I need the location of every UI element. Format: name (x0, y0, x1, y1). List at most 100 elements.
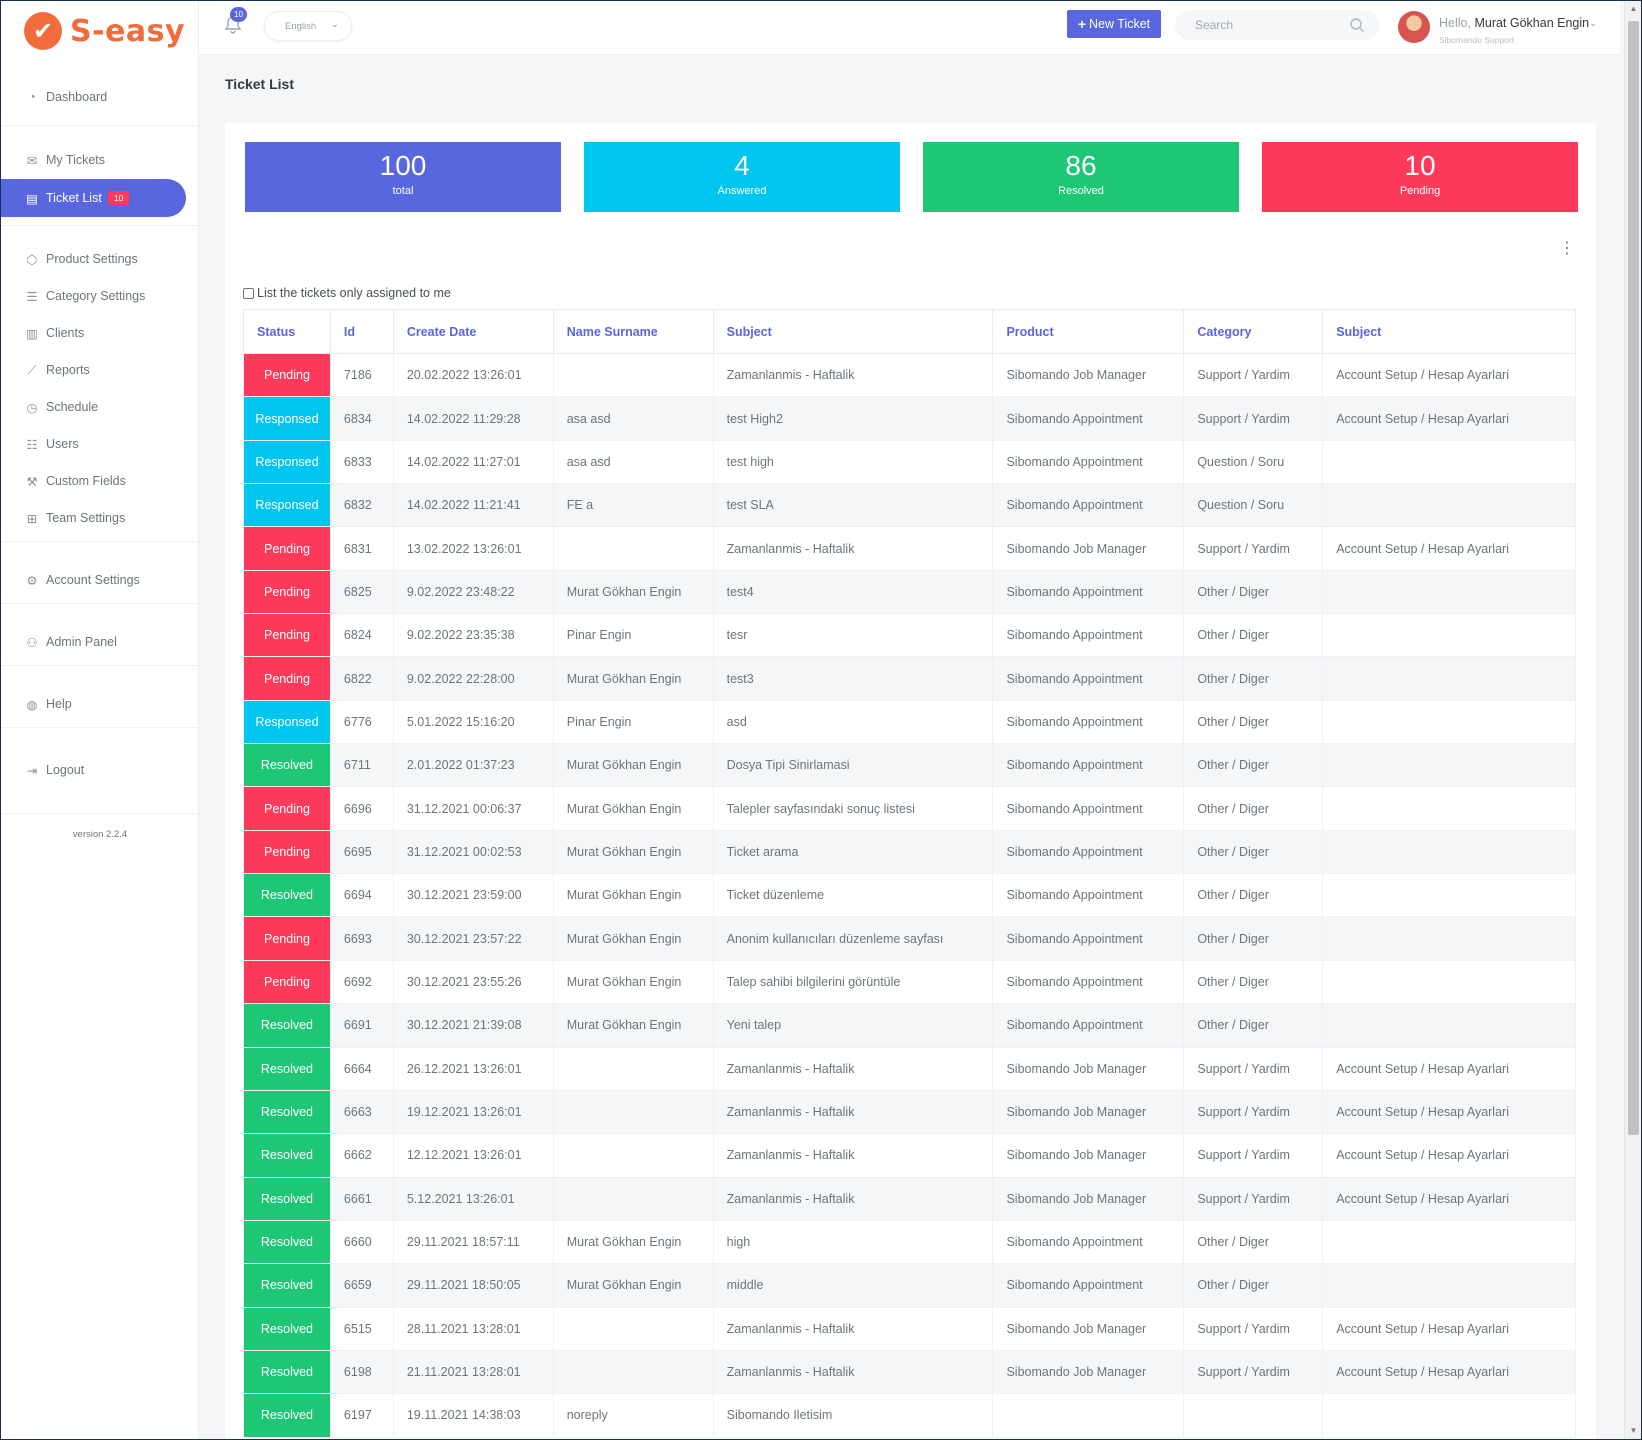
sidebar-item-category-settings[interactable]: ☰ Category Settings (1, 277, 199, 315)
status-cell[interactable]: Resolved (243, 743, 331, 788)
table-row[interactable]: Resolved 6659 29.11.2021 18:50:05 Murat Gök… (243, 1263, 1576, 1308)
search-icon[interactable] (1349, 17, 1365, 33)
status-cell[interactable]: Responsed (243, 699, 331, 745)
status-cell[interactable]: Responsed (243, 439, 331, 485)
status-cell[interactable]: Responsed (243, 483, 331, 528)
sidebar-item-admin-panel[interactable]: ⚇ Admin Panel (1, 623, 199, 661)
table-row[interactable]: Resolved 6515 28.11.2021 13:28:01 Zamanlanm… (243, 1306, 1576, 1351)
chevron-down-icon[interactable]: ⌄ (1589, 18, 1598, 29)
table-row[interactable]: Pending 6695 31.12.2021 00:02:53 Murat Gökh… (243, 829, 1576, 875)
table-row[interactable]: Pending 6831 13.02.2022 13:26:01 Zamanlanmi… (243, 526, 1576, 571)
search-input[interactable]: Search (1175, 10, 1379, 40)
table-row[interactable]: Resolved 6664 26.12.2021 13:26:01 Zamanlanm… (243, 1046, 1576, 1091)
sidebar-item-users[interactable]: ☷ Users (1, 425, 199, 463)
scroll-thumb[interactable] (1628, 21, 1639, 1135)
status-cell[interactable]: Pending (243, 526, 331, 571)
status-cell[interactable]: Resolved (243, 1176, 331, 1221)
table-row[interactable]: Pending 6693 30.12.2021 23:57:22 Murat Gökh… (243, 916, 1576, 961)
table-row[interactable]: Resolved 6691 30.12.2021 21:39:08 Murat Gök… (243, 1003, 1576, 1048)
status-cell[interactable]: Resolved (243, 1219, 331, 1265)
table-row[interactable]: Responsed 6776 5.01.2022 15:16:20 Pinar Eng… (243, 699, 1576, 745)
name-cell: asa asd (552, 439, 714, 485)
product-cell: Sibomando Appointment (992, 1003, 1185, 1048)
sidebar-item-ticket-list[interactable]: ▤ Ticket List 10 (1, 179, 186, 217)
table-row[interactable]: Pending 6692 30.12.2021 23:55:26 Murat Gökh… (243, 959, 1576, 1005)
status-cell[interactable]: Pending (243, 786, 331, 831)
status-cell[interactable]: Resolved (243, 1349, 331, 1395)
table-row[interactable]: Pending 7186 20.02.2022 13:26:01 Zamanlanmi… (243, 352, 1576, 398)
table-row[interactable]: Resolved 6661 5.12.2021 13:26:01 Zamanlanmi… (243, 1176, 1576, 1221)
status-cell[interactable]: Resolved (243, 1003, 331, 1048)
sidebar-item-reports[interactable]: ⟋ Reports (1, 351, 199, 389)
sidebar-item-product-settings[interactable]: ⬡ Product Settings (1, 240, 199, 278)
column-header-category[interactable]: Category (1183, 309, 1324, 354)
user-menu[interactable]: Hello, Murat Gökhan Engin (1439, 16, 1589, 30)
assigned-only-checkbox[interactable]: List the tickets only assigned to me (243, 286, 451, 300)
page-scrollbar[interactable]: ▲ ▼ (1624, 1, 1641, 1439)
more-options-icon[interactable]: ⋮ (1559, 240, 1575, 257)
product-cell: Sibomando Appointment (992, 613, 1185, 658)
scroll-up-arrow-icon[interactable]: ▲ (1629, 4, 1638, 13)
table-row[interactable]: Pending 6696 31.12.2021 00:06:37 Murat Gökh… (243, 786, 1576, 831)
sidebar-item-help[interactable]: ◍ Help (1, 685, 199, 723)
column-header-status[interactable]: Status (243, 309, 331, 354)
status-cell[interactable]: Resolved (243, 1393, 331, 1438)
table-row[interactable]: Resolved 6663 19.12.2021 13:26:01 Zamanlanm… (243, 1089, 1576, 1135)
status-cell[interactable]: Pending (243, 352, 331, 398)
table-header-row: Status Id Create Date Name Surname Subject Pr… (243, 309, 1576, 354)
scroll-down-arrow-icon[interactable]: ▼ (1629, 1426, 1638, 1435)
notification-count-badge[interactable]: 10 (230, 7, 247, 22)
checkbox-box[interactable] (243, 287, 254, 299)
status-cell[interactable]: Resolved (243, 1306, 331, 1351)
column-header-subject[interactable]: Subject (1322, 309, 1576, 354)
table-row[interactable]: Responsed 6833 14.02.2022 11:27:01 asa asd t… (243, 439, 1576, 485)
table-row[interactable]: Resolved 6694 30.12.2021 23:59:00 Murat Gök… (243, 873, 1576, 918)
table-row[interactable]: Resolved 6198 21.11.2021 13:28:01 Zamanlanm… (243, 1349, 1576, 1395)
table-row[interactable]: Resolved 6711 2.01.2022 01:37:23 Murat Gökh… (243, 743, 1576, 788)
column-header-name-surname[interactable]: Name Surname (552, 309, 714, 354)
status-cell[interactable]: Resolved (243, 873, 331, 918)
status-cell[interactable]: Resolved (243, 1089, 331, 1135)
stat-total[interactable]: 100 total (245, 142, 561, 212)
status-cell[interactable]: Pending (243, 959, 331, 1005)
column-header-subject[interactable]: Subject (712, 309, 994, 354)
status-cell[interactable]: Pending (243, 916, 331, 961)
sidebar-item-dashboard[interactable]: ◔ Dashboard (1, 78, 199, 116)
column-header-create-date[interactable]: Create Date (392, 309, 554, 354)
column-header-product[interactable]: Product (992, 309, 1185, 354)
subject-cell: test3 (712, 656, 994, 701)
sidebar-item-my-tickets[interactable]: ✉ My Tickets (1, 141, 199, 179)
stat-resolved[interactable]: 86 Resolved (923, 142, 1239, 212)
status-cell[interactable]: Pending (243, 829, 331, 875)
table-row[interactable]: Pending 6822 9.02.2022 22:28:00 Murat Gökha… (243, 656, 1576, 701)
sidebar-item-schedule[interactable]: ◷ Schedule (1, 388, 199, 426)
stat-label: Resolved (1058, 185, 1104, 197)
table-row[interactable]: Responsed 6834 14.02.2022 11:29:28 asa asd t… (243, 396, 1576, 441)
table-row[interactable]: Resolved 6197 19.11.2021 14:38:03 noreply Si… (243, 1393, 1576, 1438)
avatar[interactable] (1398, 11, 1430, 43)
logo[interactable]: ✔ S-easy (24, 7, 185, 55)
status-cell[interactable]: Pending (243, 656, 331, 701)
status-cell[interactable]: Pending (243, 613, 331, 658)
sidebar-item-account-settings[interactable]: ⚙ Account Settings (1, 561, 199, 599)
column-header-id[interactable]: Id (329, 309, 394, 354)
table-row[interactable]: Pending 6825 9.02.2022 23:48:22 Murat Gökha… (243, 569, 1576, 615)
sidebar-item-clients[interactable]: ▥ Clients (1, 314, 199, 352)
stat-pending[interactable]: 10 Pending (1262, 142, 1578, 212)
table-row[interactable]: Resolved 6662 12.12.2021 13:26:01 Zamanlanm… (243, 1133, 1576, 1178)
status-cell[interactable]: Resolved (243, 1046, 331, 1091)
sidebar-item-custom-fields[interactable]: ⚒ Custom Fields (1, 462, 199, 500)
language-select[interactable]: English ⌄ (264, 11, 352, 41)
sidebar-item-logout[interactable]: ⇥ Logout (1, 751, 199, 789)
stat-answered[interactable]: 4 Answered (584, 142, 900, 212)
new-ticket-button[interactable]: + New Ticket (1067, 10, 1161, 38)
table-row[interactable]: Pending 6824 9.02.2022 23:35:38 Pinar Engin… (243, 613, 1576, 658)
status-cell[interactable]: Resolved (243, 1133, 331, 1178)
table-row[interactable]: Responsed 6832 14.02.2022 11:21:41 FE a test… (243, 483, 1576, 528)
table-row[interactable]: Resolved 6660 29.11.2021 18:57:11 Murat Gök… (243, 1219, 1576, 1265)
sidebar-item-team-settings[interactable]: ⊞ Team Settings (1, 499, 199, 537)
status-cell[interactable]: Responsed (243, 396, 331, 441)
status-cell[interactable]: Pending (243, 569, 331, 615)
status-cell[interactable]: Resolved (243, 1263, 331, 1308)
subject-cell: test high (712, 439, 994, 485)
